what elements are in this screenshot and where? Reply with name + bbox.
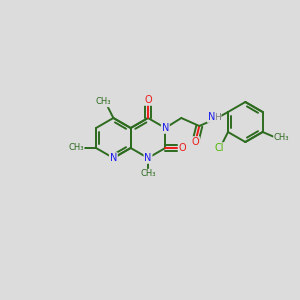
Text: H: H — [214, 112, 221, 122]
Text: CH₃: CH₃ — [140, 169, 156, 178]
Text: CH₃: CH₃ — [96, 98, 111, 106]
Text: N: N — [208, 112, 215, 122]
Text: CH₃: CH₃ — [274, 134, 290, 142]
Text: O: O — [191, 137, 199, 147]
Text: O: O — [178, 143, 186, 153]
Text: N: N — [110, 153, 117, 163]
Text: Cl: Cl — [214, 143, 224, 153]
Text: N: N — [144, 153, 152, 163]
Text: CH₃: CH₃ — [68, 143, 84, 152]
Text: O: O — [144, 95, 152, 105]
Text: N: N — [162, 123, 169, 133]
